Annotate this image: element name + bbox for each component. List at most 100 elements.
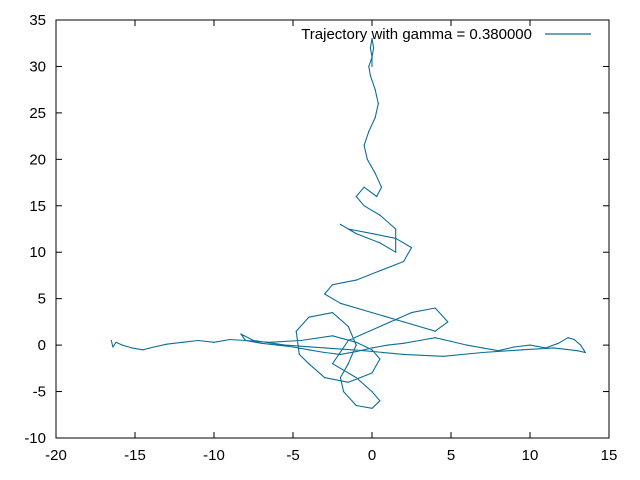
y-tick-label: 20 — [29, 151, 46, 168]
trajectory-point — [379, 358, 381, 360]
trajectory-point — [371, 347, 373, 349]
trajectory-point — [324, 351, 326, 354]
trajectory-point — [363, 205, 365, 207]
trajectory-point — [252, 339, 255, 342]
trajectory-point — [355, 341, 357, 343]
trajectory-point — [403, 321, 405, 323]
trajectory-point — [153, 346, 155, 348]
trajectory-point — [347, 363, 349, 365]
x-tick-label: -20 — [45, 447, 67, 464]
trajectory-point — [339, 377, 341, 379]
tick-labels: -20 -15 -10 -5 0 5 10 15 -10 -5 0 5 10 15 20 25 30 35 — [24, 12, 617, 464]
trajectory-point — [371, 38, 373, 40]
trajectory-point — [324, 377, 326, 379]
trajectory-point — [553, 347, 555, 349]
trajectory-point — [573, 338, 575, 341]
trajectory-point — [374, 89, 376, 91]
trajectory-point — [181, 341, 183, 343]
trajectory-point — [442, 355, 444, 357]
trajectory-point — [377, 103, 379, 105]
trajectory-point — [403, 260, 405, 263]
trajectory-point — [434, 330, 436, 332]
trajectory-point — [339, 353, 341, 355]
trajectory-point — [369, 75, 371, 77]
trajectory-point — [368, 65, 370, 67]
trajectory-point — [371, 56, 373, 58]
trajectory-point — [339, 302, 341, 304]
trajectory-point — [379, 400, 381, 402]
series-layer — [110, 38, 586, 409]
trajectory-point — [395, 228, 397, 230]
trajectory-point — [331, 335, 334, 337]
trajectory-point — [355, 233, 357, 235]
trajectory-point — [371, 372, 373, 374]
trajectory-point — [434, 307, 436, 309]
trajectory-point — [298, 353, 300, 355]
trajectory-point — [347, 228, 349, 230]
trajectory-point — [308, 349, 310, 351]
trajectory-point — [260, 342, 262, 344]
trajectory-point — [240, 333, 242, 335]
x-tick-label: -15 — [124, 447, 146, 464]
trajectory-point — [347, 381, 349, 383]
trajectory-point — [403, 353, 405, 355]
trajectory-point — [213, 341, 215, 343]
trajectory-point — [324, 347, 326, 349]
trajectory-point — [292, 346, 294, 348]
trajectory-point — [379, 325, 381, 328]
trajectory-point — [395, 251, 397, 253]
trajectory-point — [418, 339, 420, 342]
trajectory-point — [343, 391, 345, 393]
y-tick-label: 25 — [29, 105, 46, 122]
x-tick-label: -5 — [286, 447, 299, 464]
trajectory-point — [276, 344, 278, 346]
trajectory-point — [371, 407, 373, 409]
y-tick-label: 10 — [29, 244, 46, 261]
x-tick-label: 10 — [522, 447, 539, 464]
trajectory-point — [363, 350, 365, 352]
trajectory-point — [387, 344, 389, 346]
trajectory-point — [583, 349, 585, 351]
trajectory-point — [355, 377, 357, 379]
trajectory-point — [355, 404, 357, 407]
trajectory-point — [324, 293, 326, 295]
trajectory-point — [366, 158, 368, 160]
y-tick-label: 15 — [29, 198, 46, 215]
trajectory-point — [373, 47, 375, 49]
trajectory-point — [339, 223, 341, 225]
trajectory-point — [331, 284, 334, 286]
trajectory-point — [584, 351, 586, 354]
legend: Trajectory with gamma = 0.380000 — [301, 26, 591, 43]
trajectory-point — [355, 351, 357, 353]
trajectory-point — [376, 195, 378, 198]
trajectory-point — [331, 363, 334, 365]
x-tick-label: 0 — [368, 447, 376, 464]
y-tick-label: 35 — [29, 12, 46, 29]
plot-frame — [55, 19, 610, 439]
y-tick-label: -5 — [33, 384, 46, 401]
trajectory-point — [482, 351, 484, 354]
trajectory-point — [355, 279, 357, 281]
trajectory-point — [567, 337, 569, 339]
trajectory-point — [300, 339, 302, 342]
trajectory-point — [450, 340, 452, 342]
trajectory-point — [308, 363, 310, 365]
y-tick-label: 5 — [38, 291, 46, 308]
trajectory-point — [142, 349, 144, 351]
trajectory-point — [580, 344, 582, 346]
trajectory-point — [347, 339, 349, 342]
trajectory-point — [434, 337, 436, 339]
y-tick-label: 0 — [38, 337, 46, 354]
trajectory-point — [447, 321, 449, 323]
trajectory-point — [295, 330, 297, 332]
trajectory-point — [371, 312, 373, 314]
trajectory-point — [395, 237, 397, 239]
trajectory-point — [374, 116, 376, 119]
trajectory-point — [363, 186, 365, 188]
trajectory-point — [410, 312, 413, 314]
trajectory-point — [347, 325, 349, 328]
trajectory-point — [355, 195, 357, 198]
trajectory-point — [112, 346, 114, 348]
x-tick-label: 5 — [447, 447, 455, 464]
